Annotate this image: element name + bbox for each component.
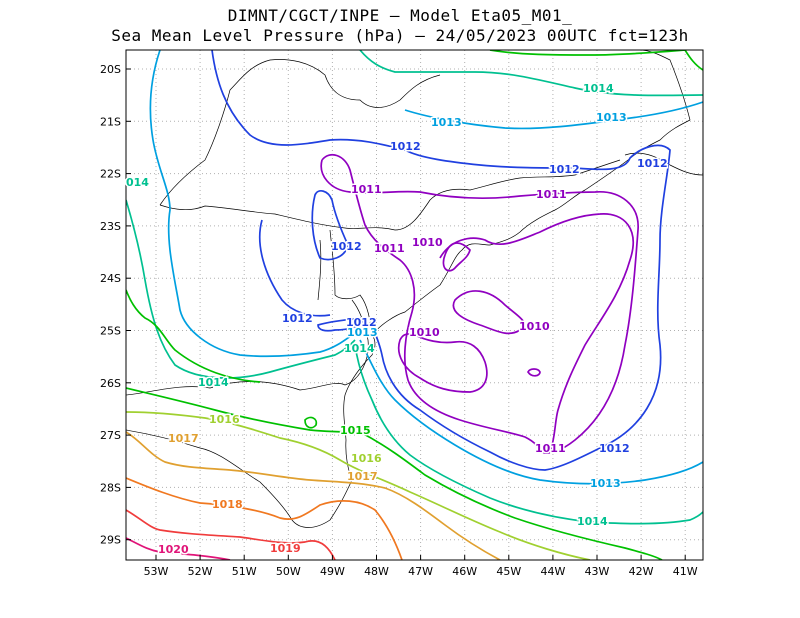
map-title-line1: DIMNT/CGCT/INPE – Model Eta05_M01_ xyxy=(227,6,573,25)
isobar-1010-dot xyxy=(527,368,541,377)
isobar-1015-north xyxy=(489,50,703,71)
isobar-1010-south xyxy=(397,333,488,393)
isobar-1015-loop xyxy=(304,416,318,429)
lat-tick-label: 23S xyxy=(100,220,121,233)
isobar-1011-west xyxy=(321,153,541,453)
lon-tick-label: 45W xyxy=(496,565,521,578)
lon-tick-label: 41W xyxy=(673,565,698,578)
isobar-1010-east xyxy=(439,213,634,453)
latitude-axis: 20S 21S 22S 23S 24S 25S 26S 27S 28S 29S xyxy=(100,63,131,547)
contour-label: 1015 xyxy=(340,424,371,437)
contour-label: 1012 xyxy=(599,442,630,455)
lon-tick-label: 46W xyxy=(452,565,477,578)
contour-label: 1013 xyxy=(590,477,621,490)
contour-label: 1012 xyxy=(331,240,362,253)
isobar-1013-south xyxy=(359,339,703,485)
isobar-1012-west xyxy=(258,219,331,317)
lat-tick-label: 20S xyxy=(100,63,121,76)
contour-labels: 1014 1013 1013 1012 1012 1012 014 1011 1… xyxy=(125,81,670,558)
lon-tick-label: 42W xyxy=(629,565,654,578)
lat-tick-label: 25S xyxy=(100,325,121,338)
lon-tick-label: 50W xyxy=(276,565,301,578)
isobar-1014-north xyxy=(359,50,703,97)
isobar-1020 xyxy=(126,537,231,560)
contour-label: 1010 xyxy=(519,320,550,333)
lat-tick-label: 26S xyxy=(100,377,121,390)
lat-tick-label: 22S xyxy=(100,168,121,181)
contour-label: 1012 xyxy=(346,316,377,329)
contour-label: 014 xyxy=(126,176,149,189)
contour-label: 1018 xyxy=(212,498,243,511)
contour-label: 1017 xyxy=(168,432,199,445)
isobar-1010-west xyxy=(442,242,471,272)
lon-tick-label: 53W xyxy=(144,565,169,578)
lat-tick-label: 21S xyxy=(100,115,121,128)
contour-label: 1014 xyxy=(583,82,614,95)
contour-label: 1012 xyxy=(549,163,580,176)
lon-tick-label: 43W xyxy=(585,565,610,578)
isobar-1012-north xyxy=(211,50,406,151)
isobar-1017 xyxy=(126,431,501,560)
contour-label: 1011 xyxy=(351,183,382,196)
isobar-1014-west xyxy=(126,199,356,379)
longitude-axis: 53W 52W 51W 50W 49W 48W 47W 46W 45W 44W 43W 42W 41W xyxy=(144,555,698,578)
contour-label: 1014 xyxy=(344,342,375,355)
isobar-1015-west xyxy=(126,289,261,383)
isobar-1013-north xyxy=(149,50,353,358)
contour-label: 1020 xyxy=(158,543,189,556)
contour-label: 1011 xyxy=(374,242,405,255)
contour-label: 1012 xyxy=(637,157,668,170)
lat-tick-label: 27S xyxy=(100,429,121,442)
contour-label: 1010 xyxy=(409,326,440,339)
isobar-1012-east xyxy=(371,144,671,471)
lon-tick-label: 48W xyxy=(364,565,389,578)
lon-tick-label: 47W xyxy=(408,565,433,578)
contour-label: 1011 xyxy=(536,188,567,201)
isobar-1010-loop xyxy=(452,290,525,335)
contour-label: 1016 xyxy=(351,452,382,465)
isobar-1013-ne xyxy=(404,101,703,130)
contour-label: 1012 xyxy=(282,312,313,325)
isobar-1015-south xyxy=(126,387,663,560)
contour-label: 1013 xyxy=(347,326,378,339)
isobar-1012-loop-b xyxy=(317,317,364,332)
contour-label: 1019 xyxy=(270,542,301,555)
isobar-1018 xyxy=(126,477,403,560)
isobar-1011 xyxy=(320,159,639,454)
lon-tick-label: 51W xyxy=(232,565,257,578)
contour-label: 1016 xyxy=(209,413,240,426)
map-title-line2: Sea Mean Level Pressure (hPa) – 24/05/20… xyxy=(111,26,689,45)
contour-label: 1013 xyxy=(596,111,627,124)
contour-label: 1014 xyxy=(198,376,229,389)
lon-tick-label: 52W xyxy=(188,565,213,578)
contour-label: 1010 xyxy=(412,236,443,249)
contour-label: 1011 xyxy=(535,442,566,455)
contour-label: 1017 xyxy=(347,470,378,483)
isobar-1012-loop-a xyxy=(311,190,349,261)
lat-tick-label: 28S xyxy=(100,481,121,494)
contour-label: 1013 xyxy=(431,116,462,129)
isobar-1014-south xyxy=(354,344,703,525)
lon-tick-label: 49W xyxy=(320,565,345,578)
lat-tick-label: 24S xyxy=(100,272,121,285)
contour-label: 1012 xyxy=(390,140,421,153)
lat-tick-label: 29S xyxy=(100,534,121,547)
isobar-1019 xyxy=(126,509,336,560)
plot-frame xyxy=(125,49,704,561)
contour-label: 1014 xyxy=(577,515,608,528)
isobar-1016 xyxy=(126,411,591,560)
isobars xyxy=(126,50,703,560)
lon-tick-label: 44W xyxy=(540,565,565,578)
